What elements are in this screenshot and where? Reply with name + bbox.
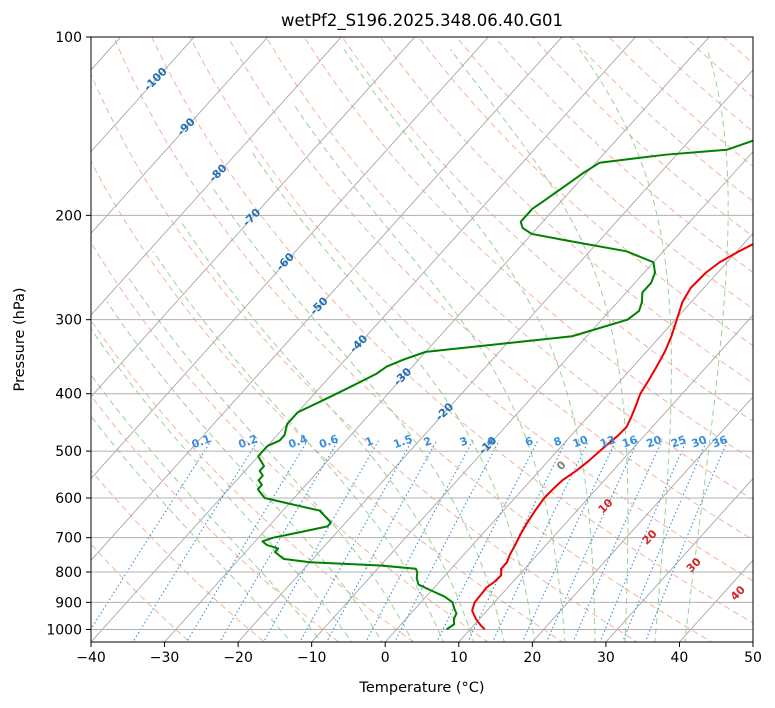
x-tick-label: 50 <box>744 650 762 666</box>
mixing-ratio-label: 0.1 <box>190 432 213 451</box>
moist-adiabat <box>128 277 414 642</box>
y-tick-label: 800 <box>55 565 82 581</box>
y-tick-label: 1000 <box>46 622 82 638</box>
isotherm <box>91 37 489 480</box>
mixing-ratio-line <box>262 440 380 642</box>
mixing-ratio-label: 2 <box>422 434 434 449</box>
isotherm <box>91 37 195 153</box>
mixing-ratio-label: 8 <box>552 434 564 449</box>
y-axis-title: Pressure (hPa) <box>12 287 28 391</box>
axes: −40 −30 −20 −10 0 10 20 30 40 50 1000 900 800 700 600 5… <box>46 30 762 666</box>
mixing-ratio-line <box>521 440 617 642</box>
y-tick-label: 700 <box>55 531 82 547</box>
x-tick-label: 40 <box>671 650 689 666</box>
dry-adiabat <box>341 37 753 422</box>
mixing-ratio-line <box>394 440 500 642</box>
temperature-line <box>471 243 753 631</box>
mixing-ratio-line <box>436 440 539 642</box>
isotherm <box>91 37 637 642</box>
mixing-ratio-line <box>91 440 212 631</box>
dry-adiabat <box>91 469 266 642</box>
y-tick-label: 200 <box>55 208 82 224</box>
moist-adiabat <box>106 301 383 642</box>
isotherm <box>91 37 342 316</box>
mixing-ratio-line <box>621 440 708 642</box>
y-tick-label: 900 <box>55 595 82 611</box>
mixing-ratio-label: 13 <box>598 433 617 450</box>
mixing-ratio-label: 1 <box>363 434 375 449</box>
x-tick-label: −10 <box>297 650 327 666</box>
isotherm <box>531 396 753 642</box>
mixing-ratio-line <box>572 440 663 642</box>
mixing-ratio-label: 1.5 <box>392 432 415 451</box>
moist-adiabat <box>212 187 505 642</box>
isotherm <box>458 314 753 642</box>
mixing-ratio-line <box>185 440 309 642</box>
x-axis-title: Temperature (°C) <box>358 680 484 696</box>
isotherm <box>91 37 416 398</box>
mixing-ratio-label: 0.2 <box>237 432 260 451</box>
mixing-ratio-label: 30 <box>690 433 709 451</box>
isotherm <box>237 69 753 642</box>
x-tick-label: −20 <box>223 650 253 666</box>
isotherm <box>91 37 269 235</box>
y-tick-label: 500 <box>55 444 82 460</box>
isotherm <box>384 232 753 642</box>
mixing-ratio-label: 6 <box>523 434 535 449</box>
dewpoint-line <box>256 139 753 631</box>
mixing-ratio-label: 16 <box>620 433 639 451</box>
x-tick-label: −30 <box>150 650 180 666</box>
moist-adiabat <box>293 104 566 642</box>
dry-adiabat <box>761 37 775 654</box>
moist-adiabat <box>450 49 629 642</box>
isotherm <box>0 24 59 654</box>
dry-adiabat <box>91 543 191 642</box>
pressure-gridlines <box>91 37 753 630</box>
x-tick-label: 30 <box>597 650 615 666</box>
x-tick-label: 0 <box>381 650 390 666</box>
mixing-ratio-label: 3 <box>458 434 470 449</box>
x-tick-label: 10 <box>450 650 468 666</box>
mixing-ratio-line <box>599 440 688 642</box>
mixing-ratio-line <box>467 440 567 642</box>
profile-lines <box>256 139 753 631</box>
mixing-ratio-label: 4 <box>485 434 497 449</box>
moist-adiabat <box>250 149 536 642</box>
isotherm <box>91 37 563 561</box>
mixing-ratio-label: 36 <box>710 433 729 451</box>
moist-adiabat <box>91 328 353 642</box>
moist-adiabat <box>684 49 729 642</box>
mixing-ratio-line <box>492 440 590 642</box>
dry-adiabat <box>303 37 753 461</box>
plot-frame <box>90 36 754 643</box>
isotherm <box>311 150 753 642</box>
x-tick-label: −40 <box>76 650 106 666</box>
mixing-ratio-line <box>219 440 339 642</box>
chart-title: wetPf2_S196.2025.348.06.40.G01 <box>281 11 563 31</box>
isotherm <box>163 37 710 642</box>
x-tick-label: 20 <box>523 650 541 666</box>
mixing-ratio-line <box>299 440 413 642</box>
moist-adiabat <box>152 251 444 642</box>
mixing-ratio-label: 0.4 <box>287 432 310 451</box>
moist-adiabat <box>91 415 292 642</box>
isotherm <box>605 477 753 642</box>
mixing-ratio-line <box>326 440 438 642</box>
mixing-ratio-label: 20 <box>645 433 664 451</box>
moist-adiabat <box>91 373 322 642</box>
mixing-ratio-line <box>546 440 639 642</box>
y-tick-label: 400 <box>55 387 82 403</box>
y-tick-label: 300 <box>55 313 82 329</box>
y-tick-label: 600 <box>55 491 82 507</box>
y-tick-label: 100 <box>55 30 82 46</box>
mixing-ratio-label: 25 <box>669 433 688 450</box>
mixing-ratio-label: 0.6 <box>317 432 340 451</box>
dry-adiabat <box>379 37 753 384</box>
mixing-ratio-label: 10 <box>571 433 590 451</box>
mixing-ratio-line <box>365 440 474 642</box>
